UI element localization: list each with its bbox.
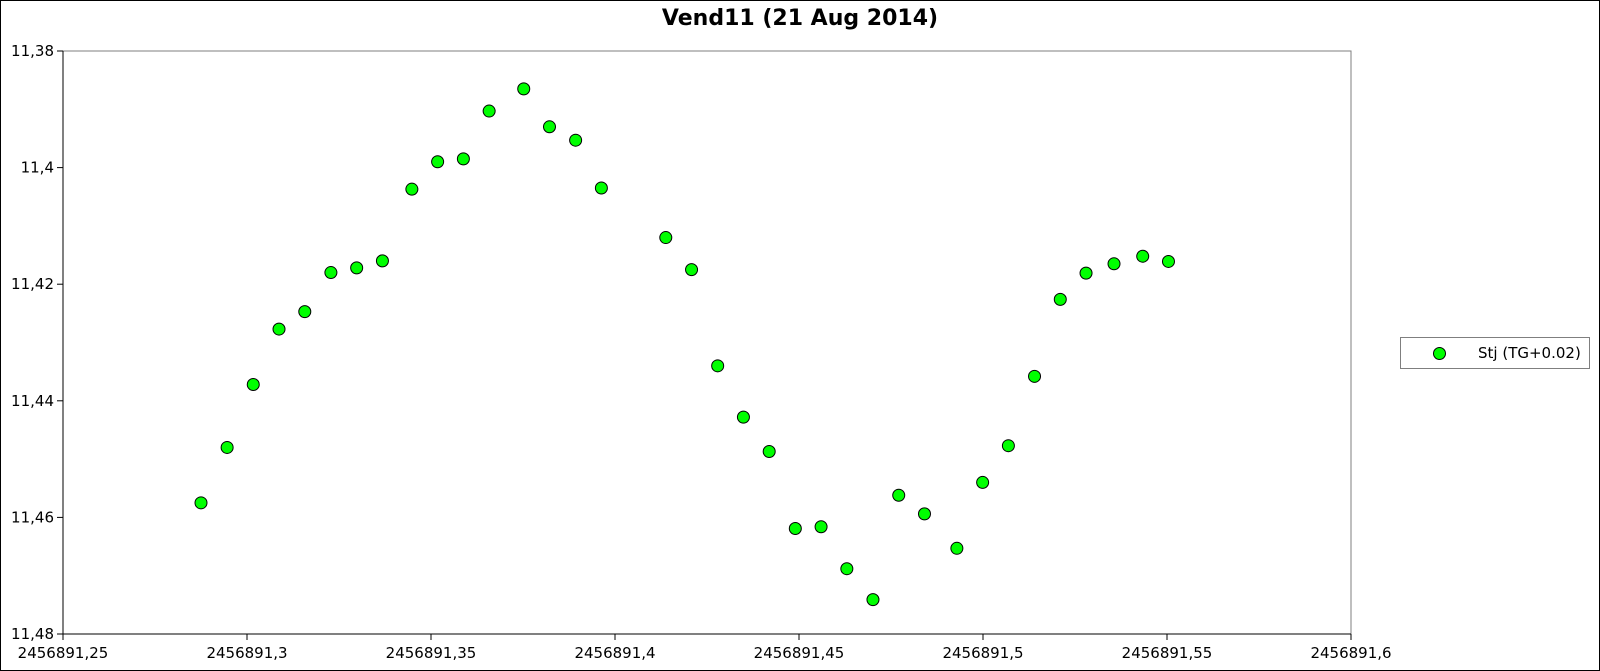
y-tick-label: 11,48 <box>11 625 54 643</box>
data-point <box>246 377 260 391</box>
y-tick-label: 11,46 <box>11 508 54 526</box>
y-tick-label: 11,38 <box>11 42 54 60</box>
data-point <box>840 562 854 576</box>
data-point <box>788 521 802 535</box>
data-point <box>892 488 906 502</box>
data-point <box>350 261 364 275</box>
chart-title: Vend11 (21 Aug 2014) <box>661 6 939 31</box>
data-point <box>375 254 389 268</box>
data-point <box>736 410 750 424</box>
data-point <box>1161 254 1175 268</box>
data-point <box>542 120 556 134</box>
data-point <box>220 440 234 454</box>
plot-area <box>62 50 1352 635</box>
x-tick-label: 2456891,25 <box>18 644 109 662</box>
data-point <box>1053 292 1067 306</box>
legend-marker-icon <box>1433 347 1446 360</box>
data-point <box>272 322 286 336</box>
data-point <box>950 541 964 555</box>
legend: Stj (TG+0.02) <box>1400 337 1590 369</box>
data-point <box>1028 369 1042 383</box>
data-point <box>431 155 445 169</box>
data-point <box>594 181 608 195</box>
data-point <box>456 152 470 166</box>
data-point <box>917 507 931 521</box>
data-point <box>517 82 531 96</box>
x-tick-label: 2456891,3 <box>206 644 287 662</box>
data-point <box>659 231 673 245</box>
data-point <box>324 266 338 280</box>
y-tick-label: 11,42 <box>11 275 54 293</box>
data-point <box>1079 266 1093 280</box>
data-point <box>1136 249 1150 263</box>
legend-label: Stj (TG+0.02) <box>1478 344 1581 362</box>
data-point <box>482 104 496 118</box>
data-point <box>866 593 880 607</box>
data-point <box>711 359 725 373</box>
x-tick-label: 2456891,55 <box>1122 644 1213 662</box>
x-tick-label: 2456891,4 <box>574 644 655 662</box>
data-point <box>194 496 208 510</box>
y-tick-label: 11,44 <box>11 392 54 410</box>
x-tick-label: 2456891,5 <box>942 644 1023 662</box>
data-point <box>569 133 583 147</box>
data-point <box>685 263 699 277</box>
data-point <box>814 520 828 534</box>
data-point <box>1001 439 1015 453</box>
x-tick-label: 2456891,6 <box>1310 644 1391 662</box>
x-tick-label: 2456891,35 <box>386 644 477 662</box>
y-tick-label: 11,4 <box>21 159 54 177</box>
x-tick-label: 2456891,45 <box>754 644 845 662</box>
data-point <box>762 445 776 459</box>
data-points <box>194 82 1175 607</box>
data-point <box>405 182 419 196</box>
data-point <box>976 475 990 489</box>
data-point <box>298 305 312 319</box>
data-point <box>1107 257 1121 271</box>
